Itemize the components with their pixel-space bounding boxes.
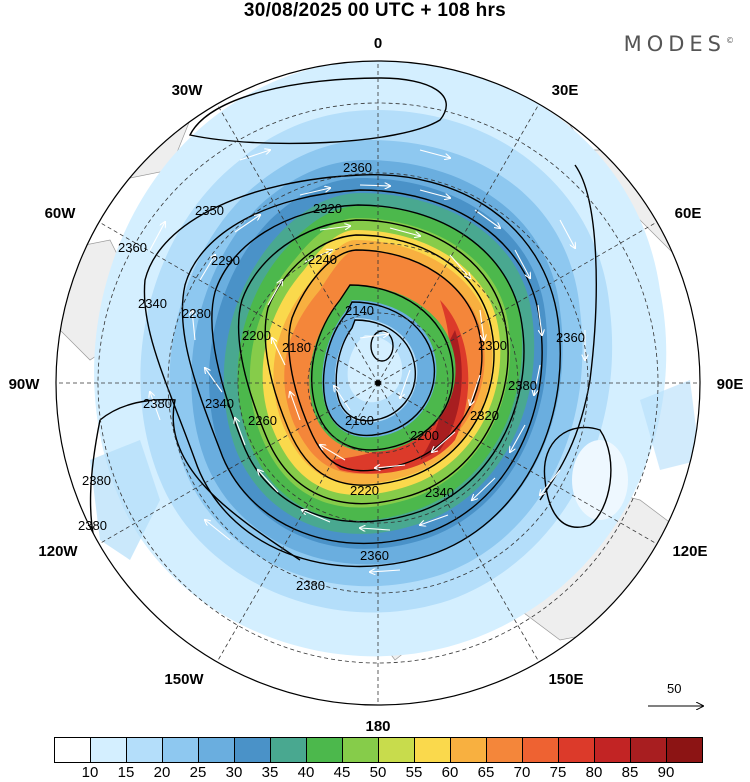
brand-mark: © (726, 36, 734, 45)
lon-label-60e: 60E (675, 205, 702, 222)
contour-label: 2360 (343, 160, 372, 175)
contour-label: 2340 (138, 296, 167, 311)
colorbar-tick-label: 25 (189, 764, 207, 781)
contour-label: 2290 (211, 253, 240, 268)
map-disc (56, 61, 700, 705)
colorbar-swatch (306, 737, 343, 763)
contour-label: 2220 (350, 483, 379, 498)
colorbar-tick-label: 65 (477, 764, 495, 781)
scale-label: 50 (667, 681, 681, 696)
colorbar-swatch (630, 737, 667, 763)
colorbar-tick-label: 40 (297, 764, 315, 781)
contour-label: 2280 (182, 306, 211, 321)
contour-label: 2340 (425, 485, 454, 500)
colorbar-swatch (90, 737, 127, 763)
contour-label: 2200 (242, 328, 271, 343)
contour-label: 2340 (205, 396, 234, 411)
contour-label: 2380 (143, 396, 172, 411)
colorbar-tick-label: 20 (153, 764, 171, 781)
colorbar-swatch (162, 737, 199, 763)
colorbar-tick-label: 55 (405, 764, 423, 781)
colorbar-swatch (198, 737, 235, 763)
contour-label: 2320 (470, 408, 499, 423)
lon-label-90e: 90E (717, 376, 744, 393)
contour-label: 2380 (78, 518, 107, 533)
contour-label: 2180 (282, 340, 311, 355)
lon-label-30w: 30W (172, 82, 204, 99)
map-border (55, 60, 701, 706)
colorbar-tick-label: 60 (441, 764, 459, 781)
contour-label: 2380 (296, 578, 325, 593)
contour-label: 2320 (313, 201, 342, 216)
lon-label-180: 180 (365, 718, 390, 735)
contour-label: 2350 (195, 203, 224, 218)
colorbar-swatch (414, 737, 451, 763)
lon-label-0: 0 (374, 35, 382, 52)
colorbar-tick-label: 70 (513, 764, 531, 781)
colorbar-tick-label: 15 (117, 764, 135, 781)
lon-label-60w: 60W (45, 205, 77, 222)
contour-label: 2360 (556, 330, 585, 345)
graticule (56, 61, 700, 705)
colorbar-swatch (54, 737, 91, 763)
reference-vector: 50 (648, 681, 703, 706)
colorbar-tick-label: 45 (333, 764, 351, 781)
lon-label-30e: 30E (552, 82, 579, 99)
contour-label: 2200 (410, 428, 439, 443)
longitude-labels: 0 30E 60E 90E 120E 150E 180 150W 120W 90… (9, 35, 744, 735)
colorbar-tick-label: 50 (369, 764, 387, 781)
contour-label: 2140 (345, 303, 374, 318)
contour-label: 2380 (508, 378, 537, 393)
colorbar-tick-label: 85 (621, 764, 639, 781)
colorbar-swatch (126, 737, 163, 763)
contour-label: 2300 (478, 338, 507, 353)
colorbar-swatch (594, 737, 631, 763)
colorbar-ticks: 10 15 20 25 30 35 40 45 50 55 60 65 70 75 80 85 90 (0, 764, 750, 782)
brand-text: MODES (623, 32, 726, 56)
lon-label-90w: 90W (9, 376, 41, 393)
brand-logo: MODES© (624, 32, 734, 56)
colorbar-tick-label: 90 (657, 764, 675, 781)
colorbar-swatch (234, 737, 271, 763)
colorbar-swatch (270, 737, 307, 763)
colorbar-swatch (666, 737, 703, 763)
colorbar-swatch (378, 737, 415, 763)
pole-dot-icon (375, 380, 381, 386)
contour-label: 2160 (345, 413, 374, 428)
colorbar-swatch (522, 737, 559, 763)
colorbar-tick-label: 75 (549, 764, 567, 781)
contour-label: 2360 (360, 548, 389, 563)
colorbar-tick-label: 80 (585, 764, 603, 781)
lon-label-150e: 150E (548, 671, 583, 688)
colorbar-tick-label: 30 (225, 764, 243, 781)
wind-shading (90, 61, 700, 657)
colorbar-swatch (558, 737, 595, 763)
colorbar-swatch (342, 737, 379, 763)
colorbar-tick-label: 10 (81, 764, 99, 781)
colorbar-swatch (450, 737, 487, 763)
lon-label-120w: 120W (38, 543, 78, 560)
contour-label: 2380 (82, 473, 111, 488)
colorbar-swatch (486, 737, 523, 763)
colorbar-tick-label: 35 (261, 764, 279, 781)
lon-label-120e: 120E (672, 543, 707, 560)
contour-label: 2360 (118, 240, 147, 255)
colorbar (54, 737, 703, 765)
contour-labels: 2360 2350 2320 2360 2290 2240 2340 2280 … (78, 160, 585, 593)
lon-label-150w: 150W (164, 671, 204, 688)
contour-label: 2240 (308, 252, 337, 267)
geopotential-contours (89, 77, 612, 568)
wind-vectors (150, 150, 585, 572)
chart-title: 30/08/2025 00 UTC + 108 hrs (243, 0, 507, 21)
contour-label: 2260 (248, 413, 277, 428)
